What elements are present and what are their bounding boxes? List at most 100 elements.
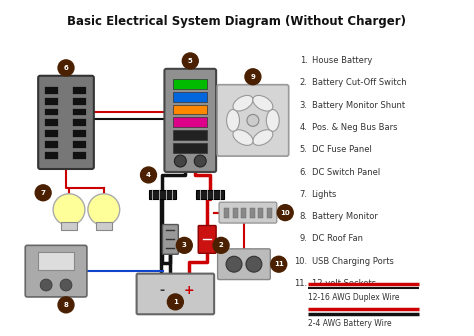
Circle shape xyxy=(88,194,120,225)
Bar xyxy=(44,129,58,137)
Bar xyxy=(44,86,58,94)
Circle shape xyxy=(247,115,259,126)
Text: 3.: 3. xyxy=(300,100,308,110)
Bar xyxy=(44,118,58,126)
Text: 11.: 11. xyxy=(294,279,308,288)
FancyBboxPatch shape xyxy=(198,225,216,253)
Bar xyxy=(173,143,207,153)
Bar xyxy=(224,208,229,218)
Text: 6.: 6. xyxy=(300,168,308,176)
Bar xyxy=(196,190,224,199)
Text: 8.: 8. xyxy=(300,212,308,221)
Ellipse shape xyxy=(253,95,273,111)
Text: 7: 7 xyxy=(41,190,46,196)
Bar xyxy=(148,190,176,199)
Text: 2.: 2. xyxy=(300,78,308,87)
Bar xyxy=(241,208,246,218)
Bar xyxy=(72,86,86,94)
Bar xyxy=(44,96,58,104)
Text: 11: 11 xyxy=(274,261,283,267)
Bar xyxy=(72,151,86,159)
Text: Pos. & Neg Bus Bars: Pos. & Neg Bus Bars xyxy=(311,123,397,132)
Circle shape xyxy=(58,60,74,76)
Circle shape xyxy=(167,294,183,310)
FancyBboxPatch shape xyxy=(137,274,214,314)
Circle shape xyxy=(194,155,206,167)
Circle shape xyxy=(271,256,287,272)
Text: 9.: 9. xyxy=(300,235,308,244)
Text: 2-4 AWG Battery Wire: 2-4 AWG Battery Wire xyxy=(308,319,391,328)
Bar xyxy=(61,221,77,230)
Ellipse shape xyxy=(266,110,279,131)
Text: 4.: 4. xyxy=(300,123,308,132)
Circle shape xyxy=(246,256,262,272)
Ellipse shape xyxy=(227,110,239,131)
Text: Battery Monitor: Battery Monitor xyxy=(311,212,377,221)
Bar xyxy=(173,130,207,140)
Bar xyxy=(38,252,74,270)
Text: +: + xyxy=(184,285,195,297)
Circle shape xyxy=(40,279,52,291)
Text: 10: 10 xyxy=(280,210,290,216)
Circle shape xyxy=(176,238,192,253)
Circle shape xyxy=(60,279,72,291)
Circle shape xyxy=(182,53,198,69)
Text: DC Fuse Panel: DC Fuse Panel xyxy=(311,145,372,154)
Bar xyxy=(233,208,237,218)
Bar xyxy=(173,104,207,115)
Circle shape xyxy=(58,297,74,313)
Bar xyxy=(44,108,58,116)
Text: 5: 5 xyxy=(188,58,192,64)
Text: 3: 3 xyxy=(182,242,187,248)
Bar xyxy=(258,208,263,218)
Circle shape xyxy=(277,205,293,220)
Bar xyxy=(72,118,86,126)
Text: Basic Electrical System Diagram (Without Charger): Basic Electrical System Diagram (Without… xyxy=(67,15,407,28)
Bar xyxy=(173,117,207,127)
FancyBboxPatch shape xyxy=(217,85,289,156)
Circle shape xyxy=(141,167,156,183)
Ellipse shape xyxy=(233,130,253,145)
FancyBboxPatch shape xyxy=(164,69,216,172)
FancyBboxPatch shape xyxy=(218,249,270,280)
Text: 7.: 7. xyxy=(300,190,308,199)
Bar xyxy=(72,129,86,137)
Text: Lights: Lights xyxy=(311,190,337,199)
Text: 5.: 5. xyxy=(300,145,308,154)
Bar xyxy=(267,208,272,218)
Text: Battery Monitor Shunt: Battery Monitor Shunt xyxy=(311,100,405,110)
Text: -: - xyxy=(159,285,164,297)
Text: 12-16 AWG Duplex Wire: 12-16 AWG Duplex Wire xyxy=(308,293,399,302)
Text: 6: 6 xyxy=(64,65,68,71)
Text: 4: 4 xyxy=(146,172,151,178)
Bar xyxy=(250,208,255,218)
Text: Battery Cut-Off Switch: Battery Cut-Off Switch xyxy=(311,78,406,87)
FancyBboxPatch shape xyxy=(25,245,87,297)
FancyBboxPatch shape xyxy=(38,76,94,169)
Text: 1.: 1. xyxy=(300,56,308,65)
Circle shape xyxy=(213,238,229,253)
Text: USB Charging Ports: USB Charging Ports xyxy=(311,257,393,266)
Text: DC Switch Panel: DC Switch Panel xyxy=(311,168,380,176)
Bar xyxy=(96,221,112,230)
Ellipse shape xyxy=(233,95,253,111)
Bar xyxy=(72,96,86,104)
Circle shape xyxy=(35,185,51,201)
Text: House Battery: House Battery xyxy=(311,56,372,65)
Bar xyxy=(44,151,58,159)
Text: 12-volt Sockets: 12-volt Sockets xyxy=(311,279,376,288)
Bar xyxy=(44,140,58,148)
Text: 9: 9 xyxy=(250,74,255,80)
Circle shape xyxy=(174,155,186,167)
Bar xyxy=(72,140,86,148)
Text: 2: 2 xyxy=(219,242,223,248)
Ellipse shape xyxy=(253,130,273,145)
Text: 1: 1 xyxy=(173,299,178,305)
Circle shape xyxy=(245,69,261,85)
Circle shape xyxy=(226,256,242,272)
FancyBboxPatch shape xyxy=(219,202,277,223)
Text: 10.: 10. xyxy=(294,257,308,266)
Text: DC Roof Fan: DC Roof Fan xyxy=(311,235,363,244)
Bar xyxy=(173,92,207,101)
Bar xyxy=(72,108,86,116)
